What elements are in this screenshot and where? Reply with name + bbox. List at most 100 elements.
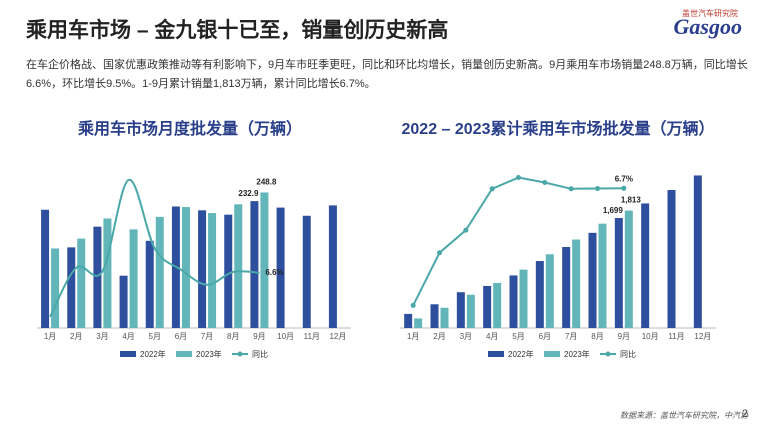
bar [614,217,623,328]
value-label: 1,699 [603,206,624,215]
x-tick-label: 11月 [668,332,684,341]
bar [234,204,243,328]
legend-marker [605,351,611,357]
line-marker [437,250,442,256]
bar [404,313,413,328]
legend-label: 同比 [252,349,268,359]
bar [302,215,311,328]
x-tick-label: 4月 [486,332,498,341]
bar [51,248,60,328]
bar [493,282,502,328]
bar [276,207,285,328]
value-label: 232.9 [238,189,259,198]
x-tick-label: 3月 [96,332,108,341]
bar [624,210,633,328]
line-marker [516,175,521,181]
line [49,178,260,318]
bar [430,304,439,328]
bar [519,269,528,328]
value-label: 6.7% [615,174,633,183]
bar [41,209,50,328]
page-number: 2 [742,408,749,420]
slide-title: 乘用车市场 – 金九银十已至，销量创历史新高 [26,19,449,42]
bar [77,238,86,328]
x-tick-label: 11月 [304,332,320,341]
bar [208,213,217,328]
x-tick-label: 7月 [201,332,213,341]
chart-title: 2022 – 2023累计乘用车市场批发量（万辆） [402,119,715,138]
x-tick-label: 1月 [44,332,56,341]
bar [181,207,190,328]
bar [155,216,164,328]
bar [641,203,650,328]
line-marker [463,227,469,233]
x-tick-label: 1月 [407,332,419,341]
bar [483,285,492,328]
bar [440,307,449,328]
value-label: 6.6% [265,268,283,277]
bar [456,292,465,328]
legend-label: 同比 [620,349,636,359]
bar [509,275,518,328]
bar [562,246,571,328]
logo: 盖世汽车研究院 Gasgoo [652,8,742,40]
legend-swatch [488,351,504,357]
logo-text: Gasgoo [673,14,742,39]
x-tick-label: 12月 [329,332,346,341]
bar [545,254,554,328]
summary: 在车企价格战、国家优惠政策推动等有利影响下，9月车市旺季更旺，同比和环比均增长，… [26,59,748,90]
x-tick-label: 10月 [277,332,294,341]
bar [93,226,102,328]
legend-swatch [120,351,136,357]
x-tick-label: 12月 [694,332,711,341]
x-tick-label: 10月 [642,332,659,341]
legend-label: 2023年 [196,349,222,359]
legend-label: 2022年 [140,349,166,359]
legend-swatch [176,351,192,357]
bar [328,205,337,328]
source: 数据来源：盖世汽车研究院，中汽协 [620,411,748,420]
bar [466,294,475,328]
bar [129,229,138,328]
legend-label: 2023年 [564,349,590,359]
bar [572,239,581,328]
bar [145,240,154,328]
x-tick-label: 5月 [512,332,524,341]
bar [224,214,233,328]
line-marker [410,302,416,308]
bar [67,247,76,328]
x-tick-label: 2月 [433,332,445,341]
line-marker [568,186,574,192]
x-tick-label: 5月 [149,332,161,341]
bar [598,223,607,328]
line-marker [621,185,627,191]
x-tick-label: 8月 [591,332,603,341]
x-tick-label: 9月 [618,332,630,341]
legend-marker [237,351,243,357]
bar [119,275,128,328]
x-tick-label: 9月 [253,332,265,341]
logo-subtitle: 盖世汽车研究院 [682,9,738,18]
value-label: 248.8 [256,177,277,186]
bar [414,318,423,328]
line-marker [542,180,548,186]
value-label: 1,813 [621,196,642,205]
line-marker [595,186,600,192]
bar [693,175,702,328]
bar [667,190,676,328]
x-tick-label: 2月 [70,332,82,341]
legend-swatch [544,351,560,357]
bar [250,201,259,328]
x-tick-label: 4月 [122,332,134,341]
bar [260,192,269,328]
x-tick-label: 7月 [565,332,577,341]
legend-label: 2022年 [508,349,534,359]
bar [198,210,207,328]
chart-title: 乘用车市场月度批发量（万辆） [77,119,302,138]
bar [103,218,112,328]
x-tick-label: 6月 [175,332,187,341]
x-tick-label: 3月 [460,332,472,341]
bar [535,261,544,328]
